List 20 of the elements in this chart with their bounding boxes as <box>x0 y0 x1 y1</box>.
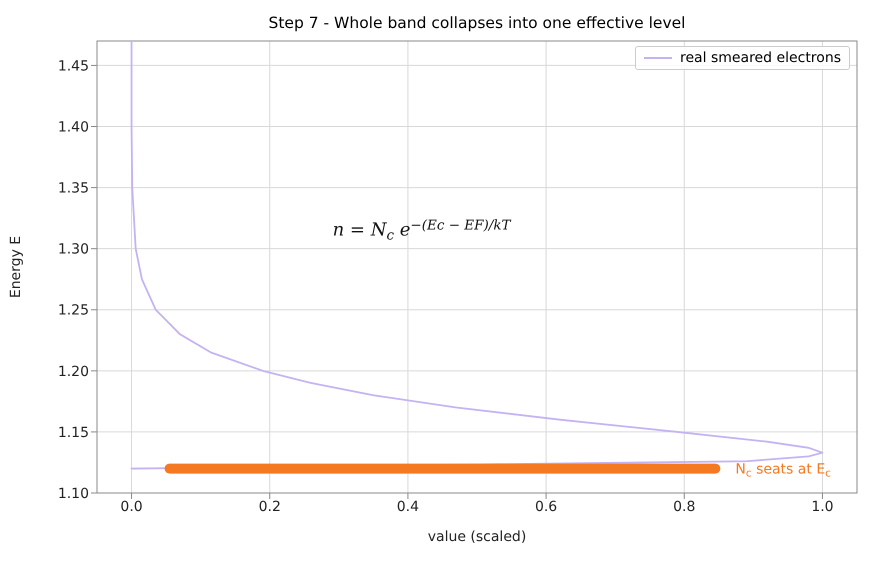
y-tick-label: 1.25 <box>58 302 89 319</box>
annotation: n = N$_{c}$ e$^{−(Ec − EF)/kT}$ <box>332 217 512 243</box>
x-axis-title: value (scaled) <box>428 529 526 545</box>
y-axis-title: Energy E <box>8 236 24 298</box>
x-tick-label: 1.0 <box>811 498 834 515</box>
y-tick-label: 1.10 <box>58 486 89 502</box>
annotation: N$_{c}$ seats at E$_{c}$ <box>735 462 832 480</box>
y-tick-label: 1.45 <box>58 58 89 74</box>
x-tick-label: 0.2 <box>258 498 281 515</box>
x-tick-label: 0.8 <box>673 498 696 515</box>
x-tick-label: 0.6 <box>534 498 558 515</box>
y-tick-label: 1.40 <box>58 119 89 136</box>
y-tick-label: 1.35 <box>58 180 89 197</box>
chart-title: Step 7 - Whole band collapses into one effective level <box>268 14 686 32</box>
y-tick-label: 1.15 <box>58 424 89 441</box>
x-tick-label: 0.4 <box>396 498 420 515</box>
y-tick-label: 1.30 <box>58 242 89 258</box>
legend-label: real smeared electrons <box>680 50 841 66</box>
y-tick-label: 1.20 <box>58 364 89 380</box>
x-tick-label: 0.0 <box>120 498 143 515</box>
